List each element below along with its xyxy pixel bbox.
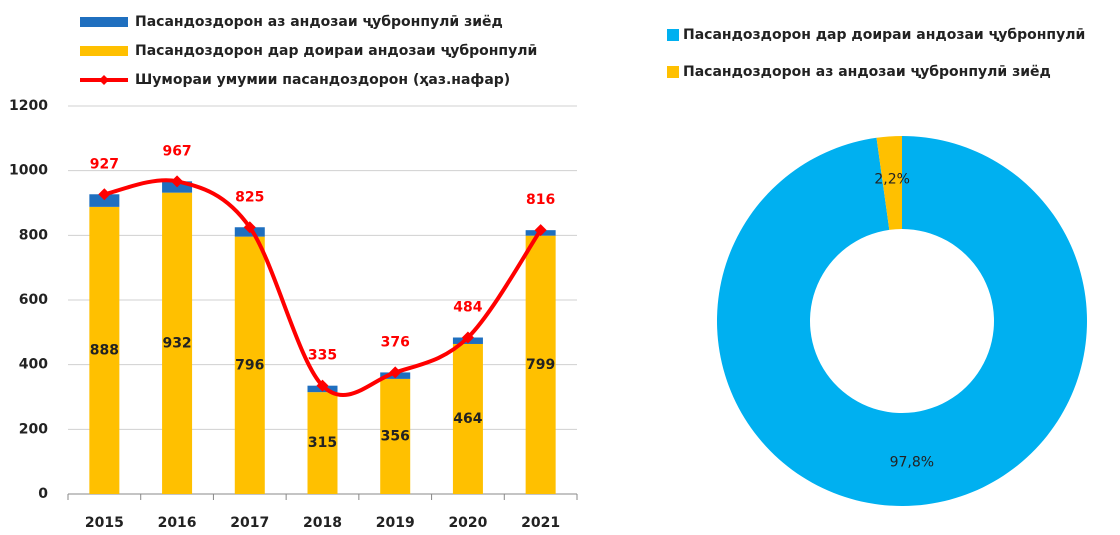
- y-tick-label: 0: [38, 486, 48, 502]
- bar: [162, 192, 193, 495]
- marker: [389, 366, 402, 379]
- y-tick-label: 200: [19, 421, 48, 437]
- x-tick-label: 2021: [521, 515, 560, 531]
- data-label: 315: [308, 435, 337, 451]
- x-tick-label: 2017: [230, 515, 269, 531]
- data-label: 816: [526, 192, 555, 208]
- y-tick-label: 800: [19, 227, 48, 243]
- bar: [380, 378, 411, 494]
- data-label: 967: [162, 143, 191, 159]
- data-label: 376: [381, 334, 410, 350]
- legend-swatch: [667, 66, 679, 78]
- y-tick-label: 1200: [9, 98, 48, 114]
- x-tick-label: 2016: [158, 515, 197, 531]
- legend-swatch: [667, 29, 679, 41]
- legend-label: Шумораи умумии пасандоздорон (ҳаз.нафар): [135, 72, 510, 88]
- bar: [89, 206, 120, 494]
- marker: [316, 379, 329, 392]
- donut-slice: [876, 136, 902, 230]
- legend-label: Пасандоздорон аз андозаи ҷубронпулӣ зиёд: [135, 14, 503, 30]
- marker: [461, 331, 474, 344]
- marker: [243, 221, 256, 234]
- data-label: 799: [526, 357, 555, 373]
- data-label: 97,8%: [890, 455, 934, 471]
- y-tick-label: 1000: [9, 163, 48, 179]
- data-label: 932: [162, 335, 191, 351]
- legend-swatch: [80, 46, 128, 56]
- legend-label: Пасандоздорон дар доираи андозаи ҷубронп…: [683, 27, 1085, 43]
- legend-swatch: [80, 17, 128, 27]
- data-label: 796: [235, 357, 264, 373]
- marker: [171, 175, 184, 188]
- data-label: 484: [453, 300, 482, 316]
- donut-slice: [717, 136, 1087, 507]
- data-label: 825: [235, 189, 264, 205]
- data-label: 356: [381, 428, 410, 444]
- data-label: 927: [90, 156, 119, 172]
- x-tick-label: 2019: [376, 515, 415, 531]
- y-tick-label: 600: [19, 292, 48, 308]
- bar: [89, 194, 120, 207]
- x-tick-label: 2015: [85, 515, 124, 531]
- marker: [534, 224, 547, 237]
- legend-label: Пасандоздорон дар доираи андозаи ҷубронп…: [135, 43, 537, 59]
- legend-marker: [99, 75, 109, 85]
- data-label: 888: [90, 342, 119, 358]
- x-tick-label: 2020: [448, 515, 487, 531]
- bar: [307, 392, 338, 494]
- marker: [98, 188, 111, 201]
- data-label: 335: [308, 348, 337, 364]
- data-label: 2,2%: [874, 171, 910, 187]
- y-tick-label: 400: [19, 357, 48, 373]
- bar: [525, 235, 556, 494]
- x-tick-label: 2018: [303, 515, 342, 531]
- legend-label: Пасандоздорон аз андозаи ҷубронпулӣ зиёд: [683, 64, 1051, 80]
- bar: [452, 343, 483, 494]
- bar: [234, 236, 265, 495]
- data-label: 464: [453, 411, 482, 427]
